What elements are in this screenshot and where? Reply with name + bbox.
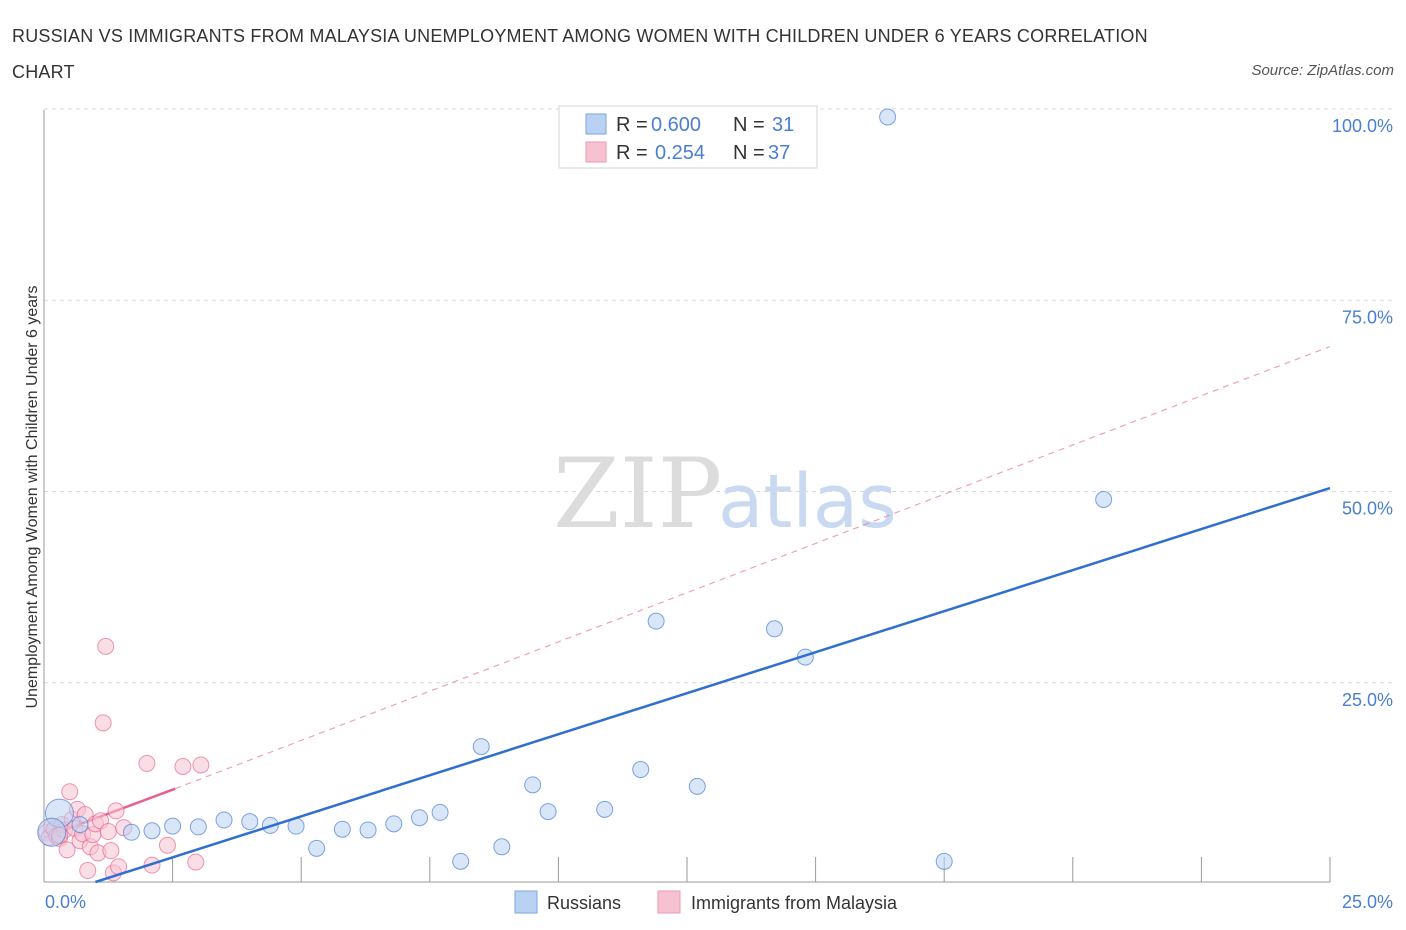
legend-n-value-malaysia: 37 [768,142,790,164]
russians-point-2 [122,823,140,841]
malaysia-points [38,637,210,882]
russians-point-5 [189,818,207,836]
chart-title: RUSSIAN VS IMMIGRANTS FROM MALAYSIA UNEM… [12,26,1148,82]
malaysia-point-34 [187,853,205,871]
legend-n-label-malaysia: N = [733,142,765,164]
grid-lines [44,108,1393,684]
russians-point-6 [215,811,233,829]
malaysia-point-30 [138,754,156,772]
malaysia-trend-dashed [174,345,1331,790]
malaysia-point-25 [102,842,120,860]
y-tick-label-25: 25.0% [1342,690,1393,710]
legend-stats: R = 0.600 N = 31 R = 0.254 N = 37 [558,105,818,169]
legend-r-value-russians: 0.600 [651,114,701,136]
watermark-atlas: atlas [718,459,897,545]
russians-trend [95,486,1331,884]
x-tick-label-min: 0.0% [45,892,86,912]
y-tick-label-75: 75.0% [1342,307,1393,327]
watermark: ZIP atlas [553,438,897,550]
russians-point-14 [411,809,429,827]
russians-point-11 [333,820,351,838]
legend-swatch-malaysia [585,141,607,163]
russians-point-20 [539,803,557,821]
malaysia-point-27 [107,802,125,820]
legend-swatch-russians [585,113,607,135]
russians-point-19 [524,776,542,794]
malaysia-point-9 [61,783,79,801]
watermark-zip: ZIP [553,438,722,550]
malaysia-point-16 [79,862,97,880]
russians-point-13 [385,815,403,833]
russians-point-3 [143,822,161,840]
russians-point-28 [935,852,953,870]
russians-trend-solid [95,486,1331,884]
legend-series-swatch-malaysia [657,890,681,914]
russians-points [37,108,1113,870]
x-tick-label-max: 25.0% [1342,892,1393,912]
legend-r-label-malaysia: R = [616,142,648,164]
russians-point-18 [493,838,511,856]
russians-point-10 [308,839,326,857]
malaysia-point-23 [97,637,115,655]
x-axis-ticks [43,857,1331,882]
legend-r-label-russians: R = [616,114,648,136]
russians-point-22 [632,761,650,779]
russians-point-17 [472,738,490,756]
legend-series-label-russians: Russians [547,893,621,913]
legend-series-swatch-russians [514,890,538,914]
malaysia-point-33 [174,757,192,775]
russians-point-21 [596,800,614,818]
russians-point-27 [879,108,897,126]
russians-point-1 [71,816,89,834]
malaysia-trend [43,345,1331,839]
russians-point-15 [431,803,449,821]
russians-point-12 [359,821,377,839]
y-axis-label: Unemployment Among Women with Children U… [24,285,41,708]
malaysia-point-8 [58,841,76,859]
malaysia-point-24 [99,823,117,841]
russians-point-25 [765,620,783,638]
russians-point-29 [1095,491,1113,508]
legend-n-value-russians: 31 [772,114,794,136]
russians-point-7 [241,813,259,831]
y-tick-label-50: 50.0% [1342,499,1393,519]
legend-series: Russians Immigrants from Malaysia [514,890,898,914]
legend-r-value-malaysia: 0.254 [655,142,705,164]
russians-point-23 [647,612,665,630]
russians-point-30 [37,817,67,847]
y-axis-tick-labels: 25.0% 50.0% 75.0% 100.0% [1332,116,1393,710]
russians-point-4 [164,817,182,835]
malaysia-point-32 [158,836,176,854]
source-label: Source: ZipAtlas.com [1251,62,1394,79]
malaysia-point-35 [192,756,210,774]
russians-point-16 [452,852,470,870]
legend-n-label-russians: N = [733,114,765,136]
russians-point-24 [688,777,706,795]
y-tick-label-100: 100.0% [1332,116,1393,136]
malaysia-point-22 [94,714,112,732]
legend-series-label-malaysia: Immigrants from Malaysia [691,893,898,913]
